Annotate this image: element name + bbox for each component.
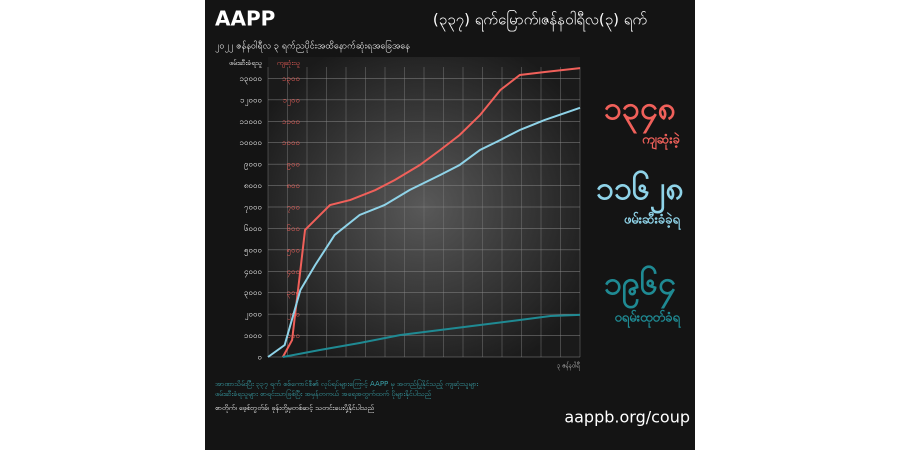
series-line	[282, 313, 581, 358]
legend-label: ဝရမ်းထုတ်ခံရ	[615, 309, 682, 329]
y2-tick-label: ၇၀၀	[287, 203, 301, 214]
y2-tick-label: ၁၀၀၀	[282, 138, 300, 147]
y-tick-label: ၁၀၀၀၀	[240, 138, 263, 147]
total-value: ၁၁၆၂၈	[596, 169, 684, 214]
series-line	[267, 106, 581, 358]
y-tick-label: ၆၀၀၀	[244, 223, 262, 233]
y-tick-label: ၇၀၀၀	[244, 203, 262, 214]
y2-tick-label: ၃၀၀	[287, 288, 301, 299]
url: aappb.org/coup	[564, 408, 690, 427]
total-value: ၁၃၄၈	[604, 89, 676, 134]
y2-tick-label: ၁၂၀၀	[283, 95, 300, 106]
legend-label: ကျဆုံးခဲ့	[642, 132, 681, 150]
footer-line: စာတိုက်၊ ဖေ့စ်ဘွတ်ခ်၊ ဖုန်းတို့မှတစ်ဆင့်…	[215, 404, 375, 413]
x-end-label: ၃ ဇန်နဝါရီ	[556, 362, 580, 371]
y-tick-label: ၉၀၀၀	[244, 160, 262, 171]
y-tick-label: ၂၀၀၀	[245, 310, 262, 321]
y2-tick-label: ၆၀၀	[287, 223, 301, 233]
total-value: ၁၉၆၄	[604, 264, 676, 309]
footer-line: ဖမ်းဆီးခံရသူများ စာရင်းသာဖြစ်ပြီး အမှန်တ…	[215, 389, 432, 399]
y-axis-label: ဖမ်းဆီးခံရသူ	[229, 59, 262, 68]
brand: AAPP	[215, 7, 275, 31]
y-tick-label: ၁၃၀၀၀	[240, 74, 263, 85]
y-tick-label: ၈၀၀၀	[244, 181, 262, 190]
y2-tick-label: ၁၃၀၀	[282, 74, 300, 85]
y2-tick-label: ၁၁၀၀	[282, 117, 300, 126]
chart-subtitle: ၂၀၂၂ ဇန်နဝါရီလ ၃ ရက်ညပိုင်းအထိနောက်ဆုံးရ…	[215, 40, 410, 53]
y2-axis-label: ကျဆုံးသူ	[277, 59, 301, 68]
chart-title: (၃၃၇) ရက်မြောက်၊ဇန်နဝါရီလ(၃) ရက်	[433, 10, 647, 32]
y2-tick-label: ၅၀၀	[287, 245, 301, 256]
y2-tick-label: ၄၀၀	[287, 267, 301, 278]
series-line	[281, 67, 581, 358]
y-tick-label: ၀	[258, 353, 263, 362]
legend-label: ဖမ်းဆီးခံခဲ့ရ	[624, 211, 682, 231]
y2-tick-label: ၈၀၀	[286, 181, 300, 190]
y-tick-label: ၁၀၀၀	[244, 331, 262, 340]
y-tick-label: ၅၀၀၀	[244, 245, 262, 256]
y-tick-label: ၄၀၀၀	[244, 267, 262, 278]
y-tick-label: ၃၀၀၀	[244, 288, 262, 299]
y-tick-label: ၁၂၀၀၀	[240, 95, 262, 106]
y2-tick-label: ၉၀၀	[287, 160, 301, 171]
footer-line: အာဏာသိမ်းပြီး ၃၃၇ ရက် စစ်ကောင်စီ၏ လုပ်ရပ…	[215, 379, 478, 389]
y-tick-label: ၁၁၀၀၀	[240, 117, 263, 126]
